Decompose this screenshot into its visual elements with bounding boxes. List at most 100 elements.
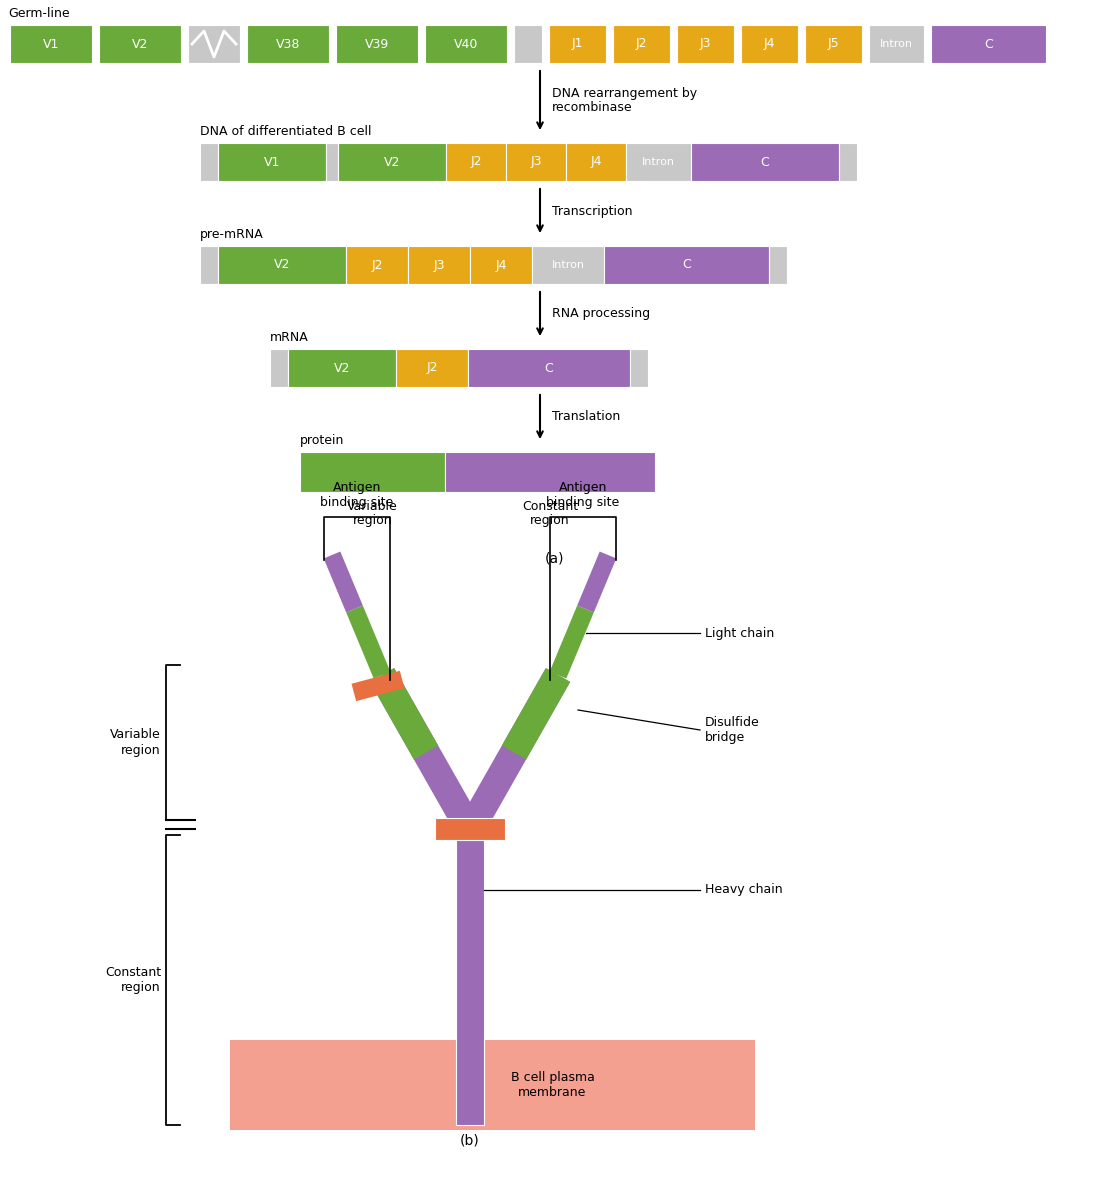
- Text: Heavy chain: Heavy chain: [705, 884, 783, 897]
- Text: J2: J2: [426, 361, 437, 374]
- Bar: [869, 25, 924, 63]
- Bar: [218, 246, 346, 284]
- Bar: [188, 25, 240, 63]
- Bar: [630, 350, 648, 387]
- Text: region: region: [531, 514, 569, 527]
- Text: Constant: Constant: [104, 966, 161, 979]
- Polygon shape: [577, 551, 616, 613]
- Text: protein: protein: [300, 434, 344, 447]
- Bar: [613, 25, 670, 63]
- Text: V38: V38: [275, 38, 300, 51]
- Polygon shape: [502, 668, 571, 760]
- Text: Antigen
binding site: Antigen binding site: [321, 481, 394, 510]
- Bar: [456, 830, 484, 1125]
- Bar: [425, 25, 507, 63]
- Text: J3: J3: [531, 155, 542, 168]
- Text: V2: V2: [384, 155, 401, 168]
- Text: C: C: [545, 361, 554, 374]
- Text: region: region: [121, 744, 161, 757]
- Bar: [326, 143, 339, 181]
- Bar: [339, 143, 446, 181]
- Bar: [839, 143, 857, 181]
- Text: Variable: Variable: [347, 500, 397, 513]
- Bar: [532, 246, 604, 284]
- Text: (b): (b): [461, 1133, 480, 1147]
- Bar: [435, 818, 505, 840]
- Bar: [741, 25, 798, 63]
- Text: Intron: Intron: [552, 260, 585, 270]
- Text: Light chain: Light chain: [705, 627, 775, 640]
- Polygon shape: [352, 671, 404, 702]
- Text: V2: V2: [274, 258, 290, 271]
- Text: Intron: Intron: [880, 39, 914, 49]
- Text: region: region: [353, 514, 392, 527]
- Text: J2: J2: [636, 38, 647, 51]
- Text: recombinase: recombinase: [552, 101, 633, 114]
- Bar: [200, 143, 218, 181]
- Bar: [692, 143, 839, 181]
- Bar: [336, 25, 418, 63]
- Text: J2: J2: [471, 155, 482, 168]
- Bar: [677, 25, 734, 63]
- Text: V40: V40: [454, 38, 478, 51]
- Text: region: region: [121, 981, 161, 994]
- Bar: [99, 25, 181, 63]
- Text: V2: V2: [334, 361, 350, 374]
- Text: C: C: [760, 155, 769, 168]
- Bar: [230, 1040, 755, 1130]
- Bar: [396, 350, 468, 387]
- Text: C: C: [985, 38, 992, 51]
- Text: DNA rearrangement by: DNA rearrangement by: [552, 87, 697, 100]
- Polygon shape: [370, 668, 482, 837]
- Text: DNA of differentiated B cell: DNA of differentiated B cell: [200, 124, 372, 137]
- Bar: [805, 25, 862, 63]
- Text: Translation: Translation: [552, 410, 620, 423]
- Bar: [769, 246, 787, 284]
- Text: J4: J4: [764, 38, 775, 51]
- Bar: [549, 25, 606, 63]
- Text: V1: V1: [264, 155, 280, 168]
- Text: C: C: [683, 258, 690, 271]
- Bar: [566, 143, 626, 181]
- Bar: [287, 350, 396, 387]
- Polygon shape: [549, 606, 594, 679]
- Bar: [604, 246, 769, 284]
- Text: Antigen
binding site: Antigen binding site: [546, 481, 619, 510]
- Text: V2: V2: [132, 38, 149, 51]
- Bar: [10, 25, 92, 63]
- Text: Constant: Constant: [522, 500, 578, 513]
- Bar: [408, 246, 470, 284]
- Polygon shape: [370, 668, 438, 760]
- Text: J3: J3: [699, 38, 712, 51]
- Text: J3: J3: [433, 258, 445, 271]
- Bar: [514, 25, 542, 63]
- Text: Variable: Variable: [110, 728, 161, 741]
- Text: RNA processing: RNA processing: [552, 307, 650, 320]
- Text: pre-mRNA: pre-mRNA: [200, 228, 264, 241]
- Text: V39: V39: [365, 38, 390, 51]
- Text: B cell plasma
membrane: B cell plasma membrane: [511, 1071, 595, 1098]
- Bar: [470, 246, 532, 284]
- Text: mRNA: mRNA: [270, 331, 309, 344]
- Text: J2: J2: [371, 258, 383, 271]
- Bar: [346, 246, 408, 284]
- Text: Transcription: Transcription: [552, 205, 633, 218]
- Text: Disulfide
bridge: Disulfide bridge: [705, 716, 759, 744]
- Bar: [248, 25, 329, 63]
- Polygon shape: [346, 606, 391, 679]
- Text: Intron: Intron: [642, 156, 675, 167]
- Text: J4: J4: [495, 258, 507, 271]
- Text: J5: J5: [828, 38, 839, 51]
- Bar: [270, 350, 287, 387]
- Text: J4: J4: [591, 155, 602, 168]
- Bar: [626, 143, 692, 181]
- Bar: [446, 143, 506, 181]
- Bar: [445, 451, 655, 492]
- Polygon shape: [457, 668, 571, 837]
- Bar: [218, 143, 326, 181]
- Bar: [468, 350, 630, 387]
- Text: (a): (a): [545, 552, 565, 566]
- Text: J1: J1: [572, 38, 583, 51]
- Text: V1: V1: [43, 38, 59, 51]
- Bar: [200, 246, 218, 284]
